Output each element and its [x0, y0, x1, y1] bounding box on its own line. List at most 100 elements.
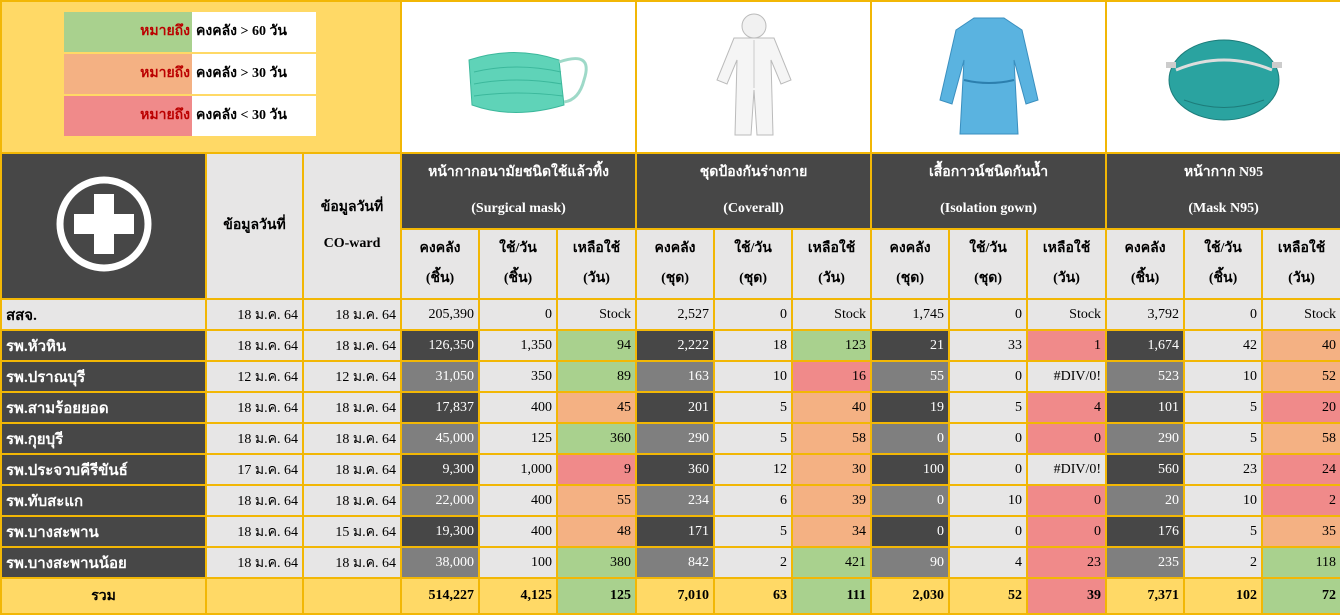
stock: 842 — [636, 547, 714, 578]
stock: 3,792 — [1106, 299, 1184, 330]
column-header-line: (วัน) — [1032, 264, 1101, 294]
days-left: 72 — [1262, 578, 1340, 614]
column-header-line: ใช้/วัน — [719, 234, 787, 264]
daily-use: 5 — [949, 392, 1027, 423]
product-name: หน้ากากอนามัยชนิดใช้แล้วทิ้ง — [406, 155, 631, 191]
product-english: (Coverall) — [641, 191, 866, 227]
days-left: 39 — [1027, 578, 1106, 614]
product-header: หน้ากากอนามัยชนิดใช้แล้วทิ้ง(Surgical ma… — [401, 153, 636, 229]
column-header-line: คงคลัง — [1111, 234, 1179, 264]
days-left: Stock — [1262, 299, 1340, 330]
product-image — [401, 1, 636, 153]
stock: 101 — [1106, 392, 1184, 423]
stock: 2,527 — [636, 299, 714, 330]
hospital-name: รพ.บางสะพานน้อย — [1, 547, 206, 578]
daily-use: 10 — [1184, 485, 1262, 516]
legend-item: หมายถึงคงคลัง < 30 วัน — [64, 96, 400, 136]
stock: 38,000 — [401, 547, 479, 578]
stock: 201 — [636, 392, 714, 423]
days-left: 125 — [557, 578, 636, 614]
daily-use: 5 — [714, 423, 792, 454]
column-header-line: (วัน) — [797, 264, 866, 294]
product-header: ชุดป้องกันร่างกาย(Coverall) — [636, 153, 871, 229]
column-header: ใช้/วัน(ชุด) — [714, 229, 792, 299]
empty-cell — [303, 578, 401, 614]
stock: 176 — [1106, 516, 1184, 547]
stock: 560 — [1106, 454, 1184, 485]
column-header-line: เหลือใช้ — [1032, 234, 1101, 264]
stock: 1,674 — [1106, 330, 1184, 361]
co-ward-date: 18 ม.ค. 64 — [303, 392, 401, 423]
product-icon — [709, 10, 799, 140]
days-left: 0 — [1027, 516, 1106, 547]
product-name: เสื้อกาวน์ชนิดกันน้ำ — [876, 155, 1101, 191]
column-header-line: (ชุด) — [719, 264, 787, 294]
stock: 0 — [871, 423, 949, 454]
daily-use: 0 — [479, 299, 557, 330]
days-left: 35 — [1262, 516, 1340, 547]
days-left: 0 — [1027, 423, 1106, 454]
stock: 19,300 — [401, 516, 479, 547]
daily-use: 0 — [949, 299, 1027, 330]
stock: 523 — [1106, 361, 1184, 392]
column-header-line: (ชิ้น) — [1189, 264, 1257, 294]
hospital-name: รพ.ประจวบคีรีขันธ์ — [1, 454, 206, 485]
stock: 205,390 — [401, 299, 479, 330]
days-left: Stock — [1027, 299, 1106, 330]
co-ward-date: 15 ม.ค. 64 — [303, 516, 401, 547]
stock: 234 — [636, 485, 714, 516]
daily-use: 0 — [949, 423, 1027, 454]
days-left: 48 — [557, 516, 636, 547]
daily-use: 400 — [479, 485, 557, 516]
stock: 171 — [636, 516, 714, 547]
daily-use: 102 — [1184, 578, 1262, 614]
daily-use: 5 — [1184, 392, 1262, 423]
days-left: 360 — [557, 423, 636, 454]
report-date: 18 ม.ค. 64 — [206, 299, 303, 330]
days-left: 0 — [1027, 485, 1106, 516]
daily-use: 23 — [1184, 454, 1262, 485]
column-header-line: คงคลัง — [641, 234, 709, 264]
hospital-name: สสจ. — [1, 299, 206, 330]
column-header-line: (ชุด) — [954, 264, 1022, 294]
daily-use: 4,125 — [479, 578, 557, 614]
daily-use: 100 — [479, 547, 557, 578]
stock: 90 — [871, 547, 949, 578]
daily-use: 6 — [714, 485, 792, 516]
daily-use: 52 — [949, 578, 1027, 614]
product-icon — [444, 20, 594, 130]
report-date: 18 ม.ค. 64 — [206, 423, 303, 454]
days-left: 30 — [792, 454, 871, 485]
daily-use: 10 — [1184, 361, 1262, 392]
daily-use: 5 — [714, 516, 792, 547]
column-header-line: ใช้/วัน — [1189, 234, 1257, 264]
data-row: รพ.บางสะพานน้อย18 ม.ค. 6418 ม.ค. 6438,00… — [1, 547, 1340, 578]
daily-use: 12 — [714, 454, 792, 485]
days-left: 24 — [1262, 454, 1340, 485]
product-english: (Isolation gown) — [876, 191, 1101, 227]
column-header-line: (วัน) — [562, 264, 631, 294]
hospital-name: รพ.ทับสะแก — [1, 485, 206, 516]
column-header: เหลือใช้(วัน) — [1027, 229, 1106, 299]
legend-text: คงคลัง < 30 วัน — [192, 96, 316, 136]
daily-use: 42 — [1184, 330, 1262, 361]
days-left: 20 — [1262, 392, 1340, 423]
stock: 20 — [1106, 485, 1184, 516]
column-header-line: (วัน) — [1267, 264, 1336, 294]
daily-use: 125 — [479, 423, 557, 454]
total-label: รวม — [1, 578, 206, 614]
daily-use: 1,350 — [479, 330, 557, 361]
column-header: ใช้/วัน(ชุด) — [949, 229, 1027, 299]
daily-use: 5 — [1184, 516, 1262, 547]
daily-use: 1,000 — [479, 454, 557, 485]
data-row: รพ.สามร้อยยอด18 ม.ค. 6418 ม.ค. 6417,8374… — [1, 392, 1340, 423]
column-header: คงคลัง(ชุด) — [871, 229, 949, 299]
days-left: Stock — [792, 299, 871, 330]
report-date: 18 ม.ค. 64 — [206, 330, 303, 361]
stock: 514,227 — [401, 578, 479, 614]
legend-row: หมายถึงคงคลัง > 60 วันหมายถึงคงคลัง > 30… — [1, 1, 1340, 153]
date-header: ข้อมูลวันที่ — [206, 153, 303, 299]
column-header-line: เหลือใช้ — [1267, 234, 1336, 264]
